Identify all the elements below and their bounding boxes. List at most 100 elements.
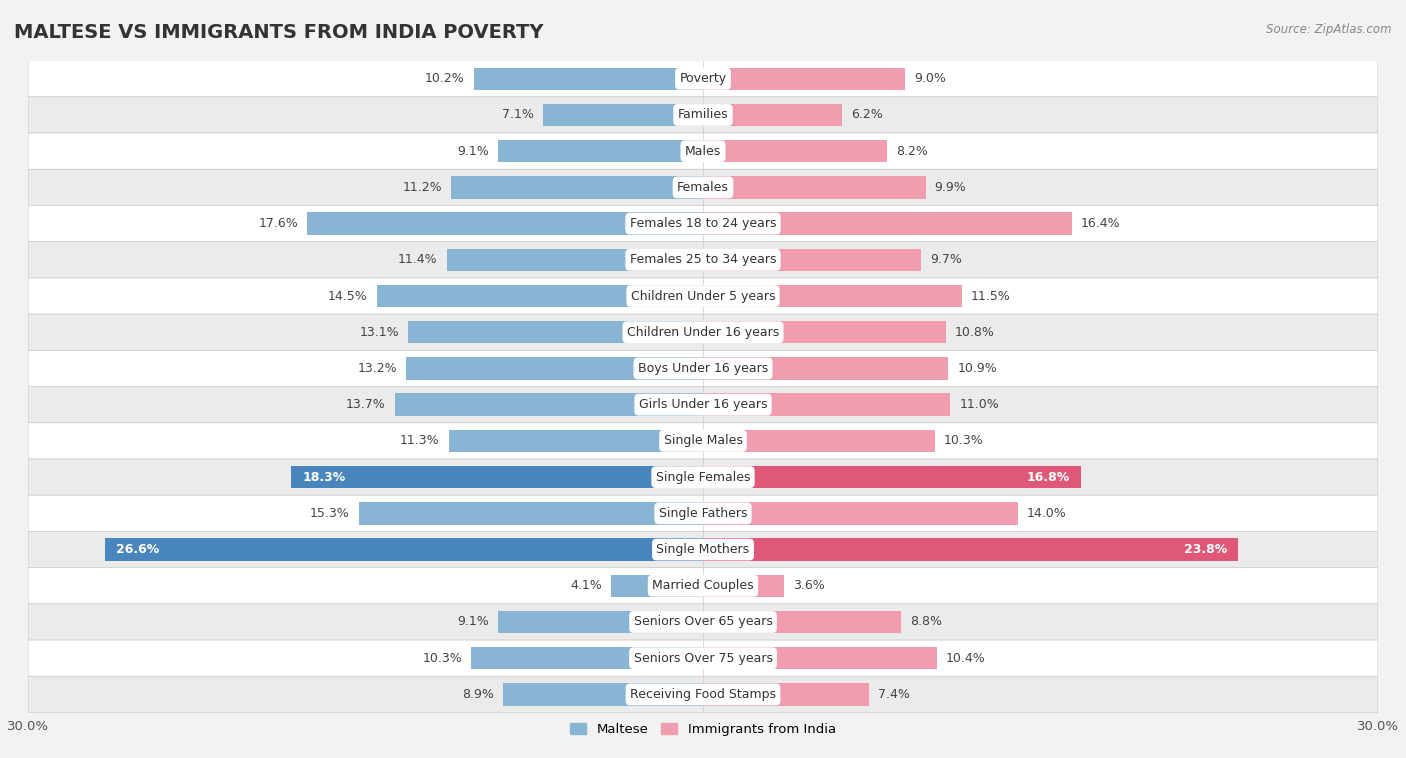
Text: 8.8%: 8.8% [910,615,942,628]
FancyBboxPatch shape [28,495,1378,531]
Bar [703,212,1071,235]
Text: Single Fathers: Single Fathers [659,507,747,520]
Bar [503,683,703,706]
Text: 13.2%: 13.2% [357,362,396,375]
Bar [703,430,935,452]
FancyBboxPatch shape [28,387,1378,423]
Bar [395,393,703,416]
Text: 8.2%: 8.2% [897,145,928,158]
Text: Females: Females [678,181,728,194]
Text: Single Females: Single Females [655,471,751,484]
Text: 16.4%: 16.4% [1081,217,1121,230]
Bar [703,466,1081,488]
Text: 26.6%: 26.6% [115,543,159,556]
Text: Seniors Over 75 years: Seniors Over 75 years [634,652,772,665]
Text: Single Mothers: Single Mothers [657,543,749,556]
Text: 10.4%: 10.4% [946,652,986,665]
Text: Married Couples: Married Couples [652,579,754,592]
Bar [498,611,703,633]
Text: 10.3%: 10.3% [943,434,983,447]
Text: 10.3%: 10.3% [423,652,463,665]
Text: Source: ZipAtlas.com: Source: ZipAtlas.com [1267,23,1392,36]
FancyBboxPatch shape [28,604,1378,640]
Bar [703,285,962,307]
Text: Females 18 to 24 years: Females 18 to 24 years [630,217,776,230]
Text: 16.8%: 16.8% [1026,471,1070,484]
Bar [703,611,901,633]
Text: Females 25 to 34 years: Females 25 to 34 years [630,253,776,266]
Bar [406,357,703,380]
Bar [703,502,1018,525]
FancyBboxPatch shape [28,314,1378,350]
Bar [610,575,703,597]
Text: 3.6%: 3.6% [793,579,825,592]
Bar [377,285,703,307]
Text: 11.4%: 11.4% [398,253,437,266]
Bar [498,140,703,162]
Legend: Maltese, Immigrants from India: Maltese, Immigrants from India [565,718,841,742]
Text: 11.0%: 11.0% [959,398,1000,411]
Bar [703,140,887,162]
Text: 23.8%: 23.8% [1184,543,1227,556]
Text: 10.2%: 10.2% [425,72,464,85]
FancyBboxPatch shape [28,350,1378,387]
Bar [703,575,785,597]
Bar [359,502,703,525]
Bar [447,249,703,271]
Text: 15.3%: 15.3% [311,507,350,520]
Bar [307,212,703,235]
Text: 13.1%: 13.1% [360,326,399,339]
Bar [703,647,936,669]
Text: 11.2%: 11.2% [402,181,441,194]
Bar [703,67,905,90]
Bar [474,67,703,90]
FancyBboxPatch shape [28,423,1378,459]
Text: 4.1%: 4.1% [569,579,602,592]
Bar [471,647,703,669]
FancyBboxPatch shape [28,169,1378,205]
Text: Families: Families [678,108,728,121]
Bar [291,466,703,488]
Text: 11.5%: 11.5% [970,290,1011,302]
FancyBboxPatch shape [28,459,1378,495]
Text: 9.1%: 9.1% [457,615,489,628]
Text: MALTESE VS IMMIGRANTS FROM INDIA POVERTY: MALTESE VS IMMIGRANTS FROM INDIA POVERTY [14,23,544,42]
Text: 18.3%: 18.3% [302,471,346,484]
Bar [543,104,703,126]
FancyBboxPatch shape [28,531,1378,568]
Text: 7.4%: 7.4% [879,688,910,701]
Text: 6.2%: 6.2% [852,108,883,121]
Text: 14.5%: 14.5% [328,290,368,302]
Bar [703,249,921,271]
Text: 13.7%: 13.7% [346,398,385,411]
Text: Males: Males [685,145,721,158]
Text: Boys Under 16 years: Boys Under 16 years [638,362,768,375]
FancyBboxPatch shape [28,568,1378,604]
Bar [703,393,950,416]
Text: Poverty: Poverty [679,72,727,85]
FancyBboxPatch shape [28,640,1378,676]
FancyBboxPatch shape [28,242,1378,278]
Text: Girls Under 16 years: Girls Under 16 years [638,398,768,411]
Bar [703,357,948,380]
Text: 9.9%: 9.9% [935,181,966,194]
Bar [703,538,1239,561]
FancyBboxPatch shape [28,61,1378,97]
Text: Receiving Food Stamps: Receiving Food Stamps [630,688,776,701]
Bar [449,430,703,452]
FancyBboxPatch shape [28,97,1378,133]
Text: Children Under 16 years: Children Under 16 years [627,326,779,339]
FancyBboxPatch shape [28,278,1378,314]
Bar [703,683,869,706]
FancyBboxPatch shape [28,133,1378,169]
Text: 11.3%: 11.3% [401,434,440,447]
Text: Children Under 5 years: Children Under 5 years [631,290,775,302]
Text: 7.1%: 7.1% [502,108,534,121]
Bar [703,104,842,126]
Bar [703,176,925,199]
Text: Single Males: Single Males [664,434,742,447]
Text: Seniors Over 65 years: Seniors Over 65 years [634,615,772,628]
Text: 14.0%: 14.0% [1026,507,1067,520]
Text: 9.0%: 9.0% [914,72,946,85]
Text: 10.8%: 10.8% [955,326,995,339]
